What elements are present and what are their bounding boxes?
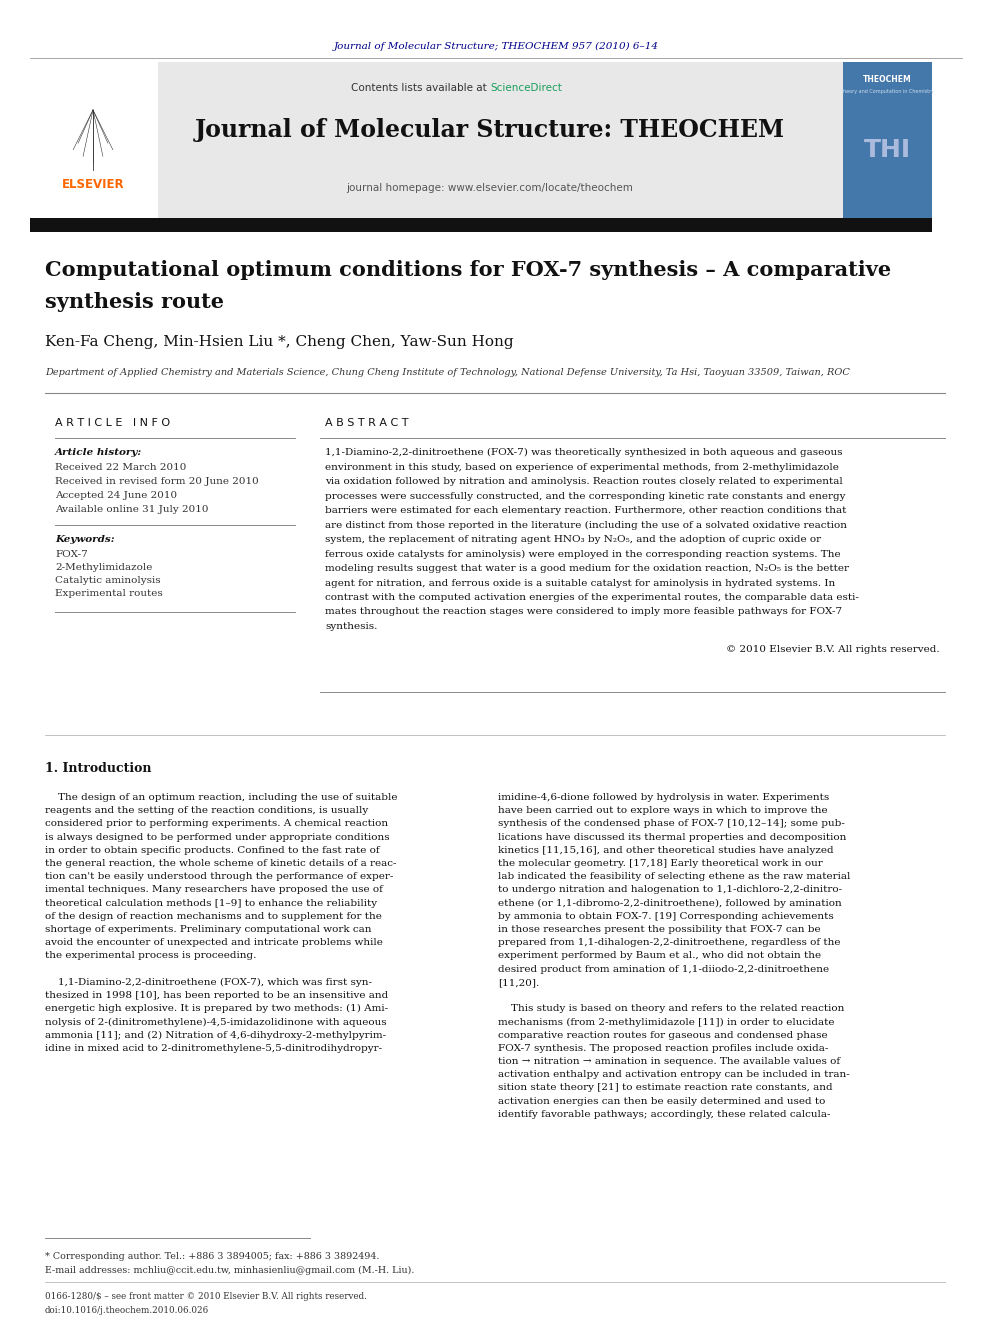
Text: the molecular geometry. [17,18] Early theoretical work in our: the molecular geometry. [17,18] Early th… <box>498 859 822 868</box>
Text: experiment performed by Baum et al., who did not obtain the: experiment performed by Baum et al., who… <box>498 951 821 960</box>
Text: synthesis route: synthesis route <box>45 292 224 312</box>
Text: activation enthalpy and activation entropy can be included in tran-: activation enthalpy and activation entro… <box>498 1070 850 1080</box>
Text: imidine-4,6-dione followed by hydrolysis in water. Experiments: imidine-4,6-dione followed by hydrolysis… <box>498 792 829 802</box>
Text: 0166-1280/$ – see front matter © 2010 Elsevier B.V. All rights reserved.: 0166-1280/$ – see front matter © 2010 El… <box>45 1293 367 1301</box>
Text: in those researches present the possibility that FOX-7 can be: in those researches present the possibil… <box>498 925 820 934</box>
Text: Journal of Molecular Structure: THEOCHEM: Journal of Molecular Structure: THEOCHEM <box>195 118 785 142</box>
Text: barriers were estimated for each elementary reaction. Furthermore, other reactio: barriers were estimated for each element… <box>325 505 846 515</box>
Text: desired product from amination of 1,1-diiodo-2,2-dinitroethene: desired product from amination of 1,1-di… <box>498 964 829 974</box>
Text: synthesis of the condensed phase of FOX-7 [10,12–14]; some pub-: synthesis of the condensed phase of FOX-… <box>498 819 845 828</box>
Text: energetic high explosive. It is prepared by two methods: (1) Ami-: energetic high explosive. It is prepared… <box>45 1004 388 1013</box>
Text: the experimental process is proceeding.: the experimental process is proceeding. <box>45 951 256 960</box>
Bar <box>30 62 158 218</box>
Text: modeling results suggest that water is a good medium for the oxidation reaction,: modeling results suggest that water is a… <box>325 564 849 573</box>
Text: thesized in 1998 [10], has been reported to be an insensitive and: thesized in 1998 [10], has been reported… <box>45 991 388 1000</box>
Text: Contents lists available at: Contents lists available at <box>351 83 490 93</box>
Text: Journal of Molecular Structure; THEOCHEM 957 (2010) 6–14: Journal of Molecular Structure; THEOCHEM… <box>333 42 659 52</box>
Text: synthesis.: synthesis. <box>325 622 377 631</box>
Text: considered prior to performing experiments. A chemical reaction: considered prior to performing experimen… <box>45 819 388 828</box>
Text: lab indicated the feasibility of selecting ethene as the raw material: lab indicated the feasibility of selecti… <box>498 872 850 881</box>
Bar <box>843 62 932 218</box>
Text: This study is based on theory and refers to the related reaction: This study is based on theory and refers… <box>498 1004 844 1013</box>
Text: Keywords:: Keywords: <box>55 534 115 544</box>
Text: [11,20].: [11,20]. <box>498 978 540 987</box>
Text: 1. Introduction: 1. Introduction <box>45 762 152 775</box>
Text: Department of Applied Chemistry and Materials Science, Chung Cheng Institute of : Department of Applied Chemistry and Mate… <box>45 368 850 377</box>
Text: 1,1-Diamino-2,2-dinitroethene (FOX-7), which was first syn-: 1,1-Diamino-2,2-dinitroethene (FOX-7), w… <box>45 978 372 987</box>
Text: ELSEVIER: ELSEVIER <box>62 179 124 192</box>
Text: THEOCHEM: THEOCHEM <box>863 75 912 85</box>
Text: journal homepage: www.elsevier.com/locate/theochem: journal homepage: www.elsevier.com/locat… <box>346 183 634 193</box>
Text: processes were successfully constructed, and the corresponding kinetic rate cons: processes were successfully constructed,… <box>325 492 845 500</box>
Text: contrast with the computed activation energies of the experimental routes, the c: contrast with the computed activation en… <box>325 593 859 602</box>
Text: is always designed to be performed under appropriate conditions: is always designed to be performed under… <box>45 832 390 841</box>
Text: mechanisms (from 2-methylimidazole [11]) in order to elucidate: mechanisms (from 2-methylimidazole [11])… <box>498 1017 834 1027</box>
Text: theoretical calculation methods [1–9] to enhance the reliability: theoretical calculation methods [1–9] to… <box>45 898 377 908</box>
Text: have been carried out to explore ways in which to improve the: have been carried out to explore ways in… <box>498 806 827 815</box>
Text: sition state theory [21] to estimate reaction rate constants, and: sition state theory [21] to estimate rea… <box>498 1084 832 1093</box>
Text: ScienceDirect: ScienceDirect <box>490 83 561 93</box>
Text: system, the replacement of nitrating agent HNO₃ by N₂O₅, and the adoption of cup: system, the replacement of nitrating age… <box>325 534 821 544</box>
Text: tion → nitration → amination in sequence. The available values of: tion → nitration → amination in sequence… <box>498 1057 840 1066</box>
Text: are distinct from those reported in the literature (including the use of a solva: are distinct from those reported in the … <box>325 520 847 529</box>
Text: * Corresponding author. Tel.: +886 3 3894005; fax: +886 3 3892494.: * Corresponding author. Tel.: +886 3 389… <box>45 1252 379 1261</box>
Text: environment in this study, based on experience of experimental methods, from 2-m: environment in this study, based on expe… <box>325 463 839 471</box>
Text: comparative reaction routes for gaseous and condensed phase: comparative reaction routes for gaseous … <box>498 1031 827 1040</box>
Text: Received 22 March 2010: Received 22 March 2010 <box>55 463 186 472</box>
Text: via oxidation followed by nitration and aminolysis. Reaction routes closely rela: via oxidation followed by nitration and … <box>325 478 843 486</box>
Text: agent for nitration, and ferrous oxide is a suitable catalyst for aminolysis in : agent for nitration, and ferrous oxide i… <box>325 578 835 587</box>
Text: Accepted 24 June 2010: Accepted 24 June 2010 <box>55 491 178 500</box>
Text: FOX-7 synthesis. The proposed reaction profiles include oxida-: FOX-7 synthesis. The proposed reaction p… <box>498 1044 828 1053</box>
Text: doi:10.1016/j.theochem.2010.06.026: doi:10.1016/j.theochem.2010.06.026 <box>45 1306 209 1315</box>
Text: Experimental routes: Experimental routes <box>55 589 163 598</box>
Text: to undergo nitration and halogenation to 1,1-dichloro-2,2-dinitro-: to undergo nitration and halogenation to… <box>498 885 842 894</box>
Text: in order to obtain specific products. Confined to the fast rate of: in order to obtain specific products. Co… <box>45 845 380 855</box>
Text: lications have discussed its thermal properties and decomposition: lications have discussed its thermal pro… <box>498 832 846 841</box>
Text: nolysis of 2-(dinitromethylene)-4,5-imidazolidinone with aqueous: nolysis of 2-(dinitromethylene)-4,5-imid… <box>45 1017 387 1027</box>
Text: tion can't be easily understood through the performance of exper-: tion can't be easily understood through … <box>45 872 394 881</box>
Text: ethene (or 1,1-dibromo-2,2-dinitroethene), followed by amination: ethene (or 1,1-dibromo-2,2-dinitroethene… <box>498 898 842 908</box>
Text: © 2010 Elsevier B.V. All rights reserved.: © 2010 Elsevier B.V. All rights reserved… <box>726 644 940 654</box>
Text: by ammonia to obtain FOX-7. [19] Corresponding achievements: by ammonia to obtain FOX-7. [19] Corresp… <box>498 912 833 921</box>
Text: Received in revised form 20 June 2010: Received in revised form 20 June 2010 <box>55 478 259 486</box>
Text: shortage of experiments. Preliminary computational work can: shortage of experiments. Preliminary com… <box>45 925 371 934</box>
Text: mates throughout the reaction stages were considered to imply more feasible path: mates throughout the reaction stages wer… <box>325 607 842 617</box>
Text: Available online 31 July 2010: Available online 31 July 2010 <box>55 505 208 515</box>
Text: Article history:: Article history: <box>55 448 142 456</box>
Text: Computational optimum conditions for FOX-7 synthesis – A comparative: Computational optimum conditions for FOX… <box>45 261 891 280</box>
Text: The design of an optimum reaction, including the use of suitable: The design of an optimum reaction, inclu… <box>45 792 398 802</box>
Text: Theory and Computation in Chemistry: Theory and Computation in Chemistry <box>840 90 934 94</box>
Text: of the design of reaction mechanisms and to supplement for the: of the design of reaction mechanisms and… <box>45 912 382 921</box>
Text: the general reaction, the whole scheme of kinetic details of a reac-: the general reaction, the whole scheme o… <box>45 859 397 868</box>
Text: 1,1-Diamino-2,2-dinitroethene (FOX-7) was theoretically synthesized in both aque: 1,1-Diamino-2,2-dinitroethene (FOX-7) wa… <box>325 448 842 458</box>
Text: kinetics [11,15,16], and other theoretical studies have analyzed: kinetics [11,15,16], and other theoretic… <box>498 845 833 855</box>
Bar <box>30 62 932 218</box>
Text: avoid the encounter of unexpected and intricate problems while: avoid the encounter of unexpected and in… <box>45 938 383 947</box>
Text: activation energies can then be easily determined and used to: activation energies can then be easily d… <box>498 1097 825 1106</box>
Text: identify favorable pathways; accordingly, these related calcula-: identify favorable pathways; accordingly… <box>498 1110 830 1119</box>
Text: Ken-Fa Cheng, Min-Hsien Liu *, Cheng Chen, Yaw-Sun Hong: Ken-Fa Cheng, Min-Hsien Liu *, Cheng Che… <box>45 335 514 349</box>
Text: prepared from 1,1-dihalogen-2,2-dinitroethene, regardless of the: prepared from 1,1-dihalogen-2,2-dinitroe… <box>498 938 840 947</box>
Bar <box>30 218 932 232</box>
Text: imental techniques. Many researchers have proposed the use of: imental techniques. Many researchers hav… <box>45 885 383 894</box>
Text: FOX-7: FOX-7 <box>55 550 87 560</box>
Text: idine in mixed acid to 2-dinitromethylene-5,5-dinitrodihydropyr-: idine in mixed acid to 2-dinitromethylen… <box>45 1044 382 1053</box>
Text: E-mail addresses: mchliu@ccit.edu.tw, minhasienliu@gmail.com (M.-H. Liu).: E-mail addresses: mchliu@ccit.edu.tw, mi… <box>45 1266 415 1275</box>
Text: reagents and the setting of the reaction conditions, is usually: reagents and the setting of the reaction… <box>45 806 368 815</box>
Text: 2-Methylimidazole: 2-Methylimidazole <box>55 564 153 572</box>
Text: ferrous oxide catalysts for aminolysis) were employed in the corresponding react: ferrous oxide catalysts for aminolysis) … <box>325 549 840 558</box>
Text: THI: THI <box>863 138 911 161</box>
Text: A B S T R A C T: A B S T R A C T <box>325 418 409 429</box>
Text: A R T I C L E   I N F O: A R T I C L E I N F O <box>55 418 170 429</box>
Text: Catalytic aminolysis: Catalytic aminolysis <box>55 576 161 585</box>
Text: ammonia [11]; and (2) Nitration of 4,6-dihydroxy-2-methylpyrim-: ammonia [11]; and (2) Nitration of 4,6-d… <box>45 1031 386 1040</box>
